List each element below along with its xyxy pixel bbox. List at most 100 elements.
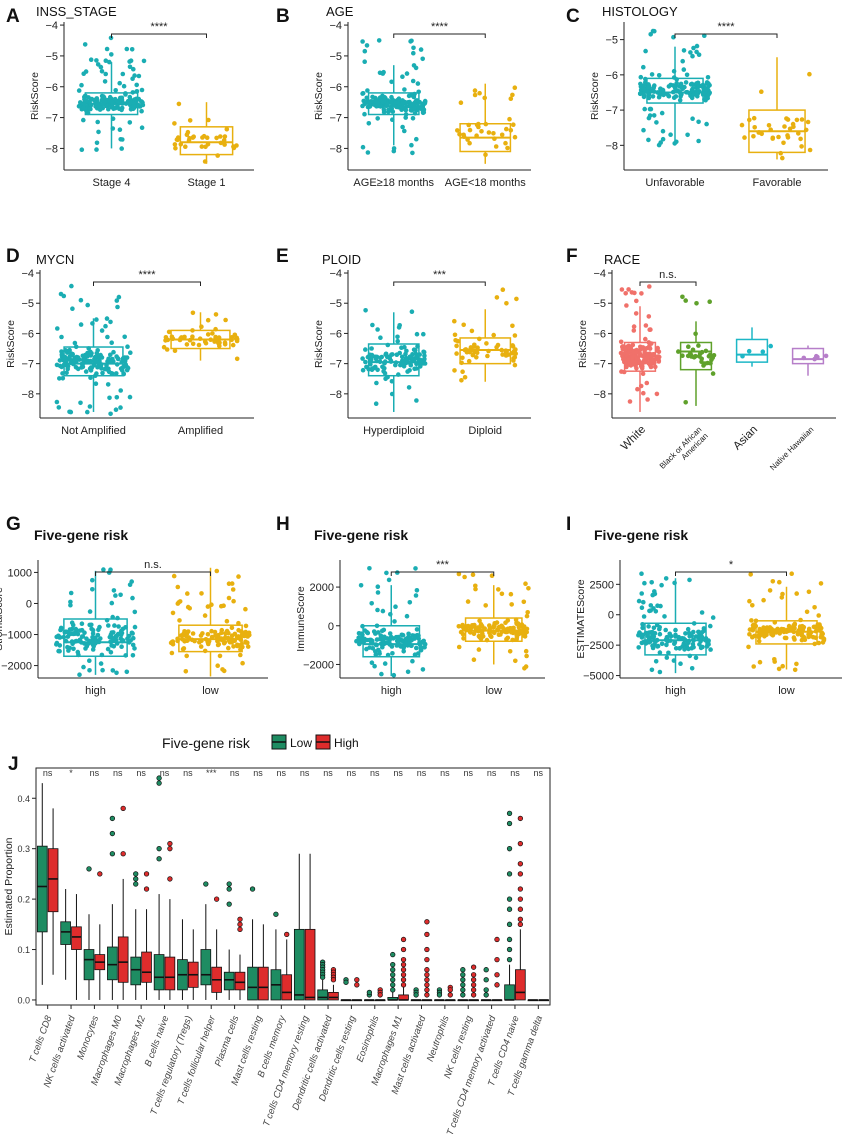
y-tick-label: 1000 <box>8 567 32 579</box>
data-point <box>627 399 633 404</box>
y-axis-label: ImmuneScore <box>295 586 307 652</box>
legend-label: High <box>334 736 359 750</box>
significance-label: * <box>69 768 73 778</box>
data-point <box>478 636 484 642</box>
data-point <box>180 646 186 652</box>
data-point <box>226 638 232 643</box>
data-point <box>94 317 99 322</box>
data-point <box>710 371 716 376</box>
data-point <box>766 628 771 633</box>
data-point <box>676 636 682 641</box>
outlier-point <box>470 977 477 983</box>
significance-bracket <box>674 33 778 38</box>
data-point <box>114 633 119 639</box>
data-point <box>76 104 82 109</box>
data-point <box>747 117 752 123</box>
data-point <box>132 646 137 651</box>
data-point <box>472 92 478 98</box>
outlier-point <box>470 987 477 993</box>
data-point <box>672 580 677 586</box>
data-point <box>634 356 640 362</box>
outlier-point <box>460 972 466 978</box>
data-point <box>115 304 120 310</box>
box-iqr-low <box>130 956 142 986</box>
data-point <box>803 127 809 133</box>
box-group <box>168 567 252 677</box>
data-point <box>134 82 139 88</box>
data-point <box>75 631 81 637</box>
data-point <box>81 71 86 76</box>
data-point <box>797 625 803 631</box>
data-point <box>205 317 211 323</box>
outlier-point <box>237 921 243 927</box>
data-point <box>625 357 631 363</box>
data-point <box>491 131 496 136</box>
data-point <box>650 358 655 363</box>
data-point <box>231 644 236 649</box>
data-point <box>689 645 694 651</box>
data-point <box>414 361 419 367</box>
data-point <box>762 634 767 639</box>
data-point <box>783 635 789 641</box>
box-group <box>618 284 662 412</box>
y-tick-label: 0.1 <box>17 945 30 955</box>
box-group <box>791 345 829 376</box>
data-point <box>390 117 395 122</box>
data-point <box>95 632 101 638</box>
data-point <box>103 323 108 329</box>
data-point <box>651 352 656 357</box>
data-point <box>90 321 95 326</box>
data-point <box>163 338 168 343</box>
data-point <box>631 353 637 359</box>
data-point <box>72 340 78 346</box>
data-point <box>190 631 196 636</box>
outlier-point <box>494 982 500 988</box>
data-point <box>821 636 827 642</box>
data-point <box>645 89 650 95</box>
data-point <box>114 637 119 643</box>
data-point <box>378 104 383 109</box>
outlier-point <box>156 775 162 781</box>
data-point <box>220 667 225 672</box>
significance-bracket <box>95 571 211 576</box>
box-group <box>735 327 773 367</box>
data-point <box>474 350 480 356</box>
data-point <box>418 47 424 52</box>
data-point <box>362 48 368 54</box>
data-point <box>751 134 756 139</box>
data-point <box>187 337 193 343</box>
data-point <box>108 411 113 417</box>
data-point <box>642 350 647 356</box>
data-point <box>65 644 70 650</box>
panel-letter: C <box>566 6 580 27</box>
data-point <box>388 359 394 364</box>
data-point <box>812 356 817 362</box>
data-point <box>226 645 231 651</box>
data-point <box>238 647 243 652</box>
data-point <box>128 350 133 356</box>
data-point <box>82 42 88 47</box>
data-point <box>685 89 690 95</box>
outlier-point <box>483 987 489 993</box>
outlier-point <box>494 936 500 943</box>
data-point <box>87 622 92 628</box>
data-point <box>640 625 645 631</box>
data-point <box>130 595 135 601</box>
data-point <box>624 303 629 308</box>
data-point <box>373 364 378 370</box>
y-axis-label: RiskScore <box>577 320 589 368</box>
data-point <box>380 93 385 99</box>
data-point <box>414 588 420 593</box>
data-point <box>394 643 400 648</box>
data-point <box>360 144 366 150</box>
data-point <box>643 630 649 636</box>
outlier-point <box>143 886 150 892</box>
data-point <box>104 618 110 623</box>
outlier-point <box>413 992 419 998</box>
data-point <box>508 128 514 133</box>
panel-title: MYCN <box>36 252 74 267</box>
y-tick-label: 2500 <box>590 579 614 591</box>
data-point <box>804 609 810 615</box>
y-tick-label: −8 <box>45 143 58 155</box>
